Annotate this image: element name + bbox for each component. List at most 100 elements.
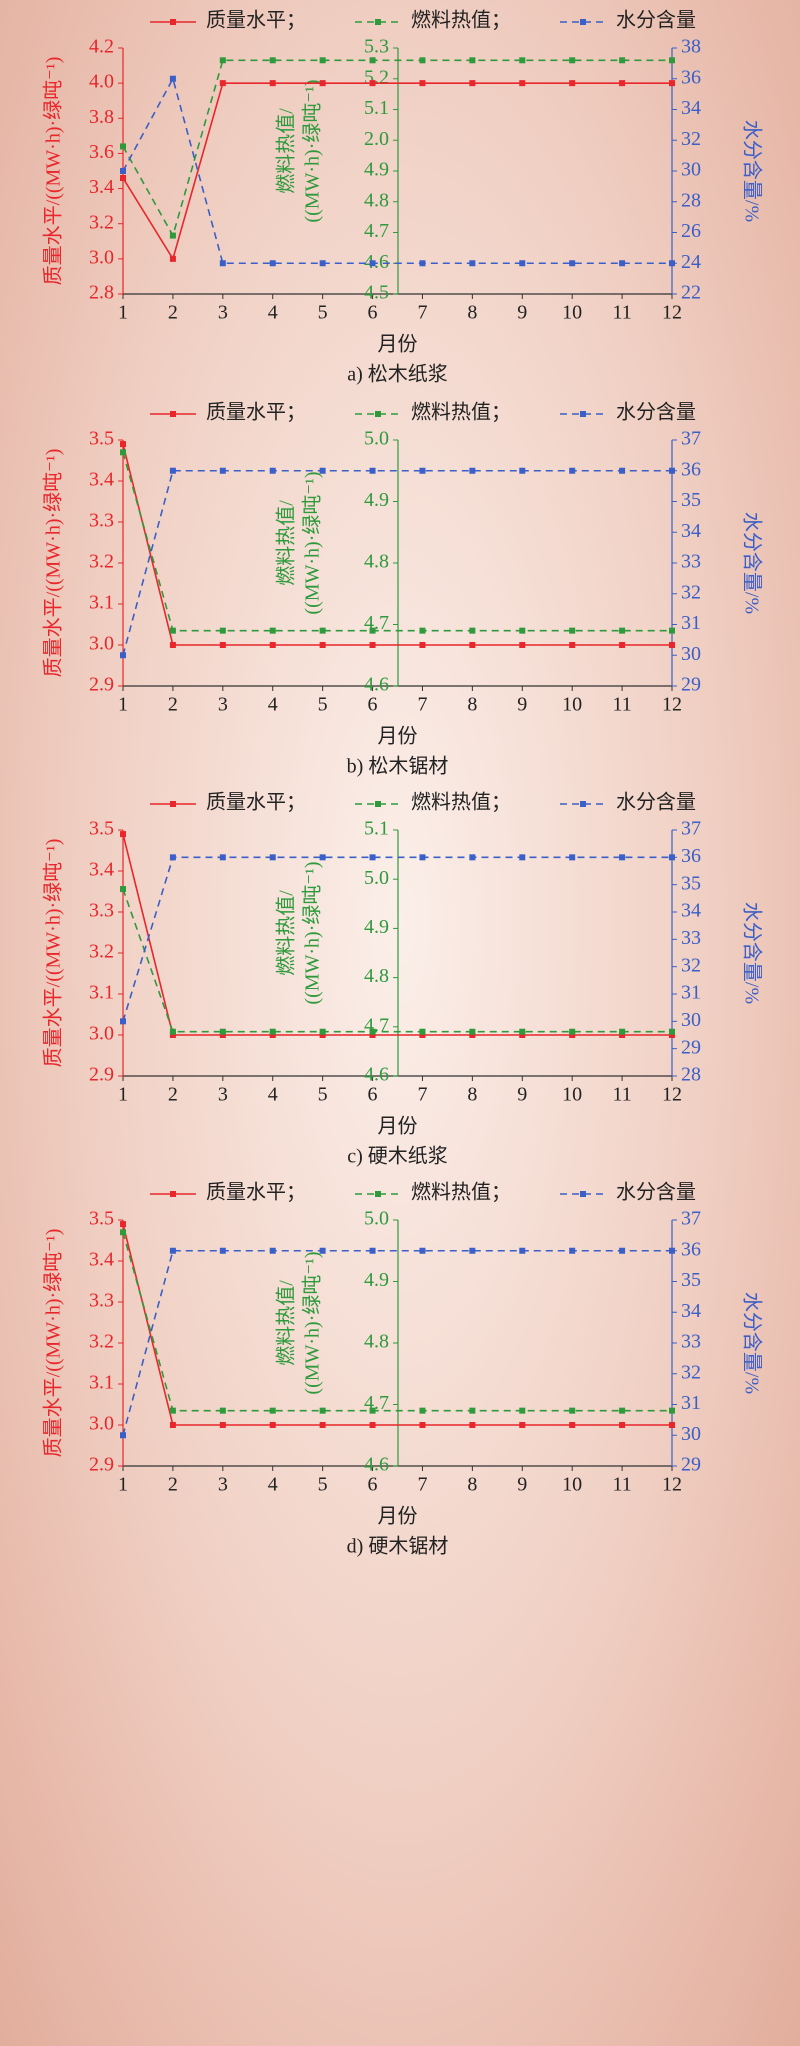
data-point — [369, 57, 376, 64]
data-point — [569, 1407, 576, 1414]
data-point — [419, 854, 426, 861]
y3-tick-label: 4.8 — [364, 1331, 389, 1353]
data-point — [369, 1247, 376, 1254]
x-tick-label: 7 — [417, 1084, 427, 1106]
data-point — [219, 627, 226, 634]
y3-tick-label: 4.7 — [364, 220, 389, 242]
chart-panel: 1 2 3 4 5 6 7 8 9 10 11 122.83.03.23.43.63.84.04.22… — [42, 9, 764, 386]
data-point — [219, 80, 226, 87]
y-tick-label: 3.5 — [89, 428, 114, 450]
y3-tick-label: 5.2 — [364, 66, 389, 88]
data-point — [169, 255, 176, 262]
data-point — [120, 886, 126, 893]
data-point — [619, 467, 626, 474]
y-tick-label: 3.1 — [89, 1372, 114, 1394]
y2-tick-label: 32 — [681, 1361, 701, 1383]
series-line — [122, 443, 672, 646]
data-point — [269, 1032, 276, 1038]
data-point — [569, 1422, 576, 1428]
data-point — [369, 80, 376, 87]
data-point — [369, 1407, 376, 1414]
data-point — [319, 1422, 326, 1428]
y-tick-label: 3.2 — [89, 551, 114, 573]
y-tick-label: 3.3 — [89, 1290, 114, 1312]
data-point — [469, 627, 476, 634]
x-tick-label: 10 — [562, 694, 582, 716]
data-point — [419, 80, 426, 87]
x-tick-label: 4 — [268, 1084, 278, 1106]
data-point — [619, 80, 626, 87]
legend-label: 水分含量 — [616, 791, 696, 814]
data-point — [469, 260, 476, 267]
y-tick-label: 3.0 — [89, 246, 114, 268]
x-axis-label: 月份 — [378, 1505, 418, 1528]
data-point — [469, 1247, 476, 1254]
data-point — [569, 260, 576, 267]
y3-tick-label: 4.9 — [364, 916, 389, 938]
x-tick-label: 9 — [517, 1474, 527, 1496]
data-point — [319, 57, 326, 64]
y3-tick-label: 5.3 — [364, 36, 389, 58]
y2-tick-label: 34 — [681, 1300, 701, 1322]
series-line — [122, 82, 672, 261]
x-axis-label: 月份 — [378, 333, 418, 356]
y3-tick-label: 4.8 — [364, 189, 389, 211]
data-point — [319, 1407, 326, 1414]
data-point — [469, 80, 476, 87]
y3-tick-label: 4.9 — [364, 159, 389, 181]
data-point — [469, 642, 476, 648]
y-tick-label: 2.9 — [89, 1454, 114, 1476]
data-point — [569, 642, 576, 648]
data-point — [619, 1407, 626, 1414]
data-point — [669, 1032, 675, 1038]
data-point — [219, 467, 226, 474]
data-point — [519, 1422, 526, 1428]
y3-tick-label: 5.1 — [364, 97, 389, 119]
x-tick-label: 4 — [268, 302, 278, 324]
x-tick-label: 7 — [417, 1474, 427, 1496]
data-point — [269, 854, 276, 861]
y3-tick-label: 4.9 — [364, 1269, 389, 1291]
data-point — [120, 831, 126, 838]
y3-axis-label: 燃料热值/ — [275, 108, 298, 194]
y2-tick-label: 28 — [681, 189, 701, 211]
data-point — [269, 57, 276, 64]
data-point — [120, 1018, 126, 1025]
chart-caption: b) 松木锯材 — [347, 755, 449, 778]
y2-tick-label: 31 — [681, 982, 701, 1004]
x-tick-label: 7 — [417, 694, 427, 716]
series-line — [122, 888, 672, 1033]
y3-tick-label: 4.8 — [364, 551, 389, 573]
data-point — [669, 1407, 675, 1414]
x-tick-label: 1 — [118, 694, 128, 716]
x-tick-label: 5 — [318, 302, 328, 324]
y-tick-label: 3.1 — [89, 592, 114, 614]
chart-panel: 1 2 3 4 5 6 7 8 9 10 11 122.93.03.13.23.33.43.52930… — [42, 401, 764, 778]
data-point — [120, 441, 126, 448]
x-tick-label: 2 — [168, 1474, 178, 1496]
data-point — [419, 642, 426, 648]
data-point — [419, 1247, 426, 1254]
x-tick-label: 8 — [467, 1084, 477, 1106]
legend-label: 质量水平； — [206, 9, 306, 32]
data-point — [169, 854, 176, 861]
y2-tick-label: 32 — [681, 128, 701, 150]
y-tick-label: 3.3 — [89, 510, 114, 532]
legend-label: 燃料热值； — [411, 791, 511, 814]
data-point — [419, 260, 426, 267]
data-point — [519, 80, 526, 87]
y-tick-label: 3.0 — [89, 1413, 114, 1435]
data-point — [319, 642, 326, 648]
data-point — [519, 1247, 526, 1254]
y2-tick-label: 29 — [681, 1036, 701, 1058]
y3-tick-label: 4.6 — [364, 1454, 389, 1476]
x-tick-label: 8 — [467, 1474, 477, 1496]
series-line — [122, 1223, 672, 1426]
x-tick-label: 11 — [612, 694, 631, 716]
data-point — [369, 1028, 376, 1035]
data-point — [169, 467, 176, 474]
data-point — [369, 1032, 376, 1038]
data-point — [419, 627, 426, 634]
y-tick-label: 3.0 — [89, 1023, 114, 1045]
